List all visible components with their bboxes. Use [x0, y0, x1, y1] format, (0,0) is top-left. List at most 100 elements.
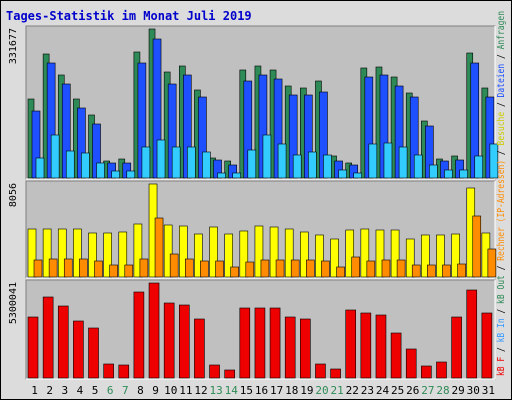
bar-rechner-ip-adressen-day-20 — [323, 154, 332, 179]
bar-rechner-ip-adressen-day-6 — [111, 170, 120, 179]
bar-rechner-day-30 — [472, 215, 482, 278]
bar-rechner-day-29 — [457, 263, 466, 278]
x-axis-tick-labels: 1 2 3 4 5 6 7 8 9 10 11 12 13 14 15 16 17 18 19 20 21 22 23 24 2… — [31, 384, 495, 397]
bar-kb-f-day-22 — [345, 309, 357, 379]
bar-rechner-ip-adressen-day-2 — [50, 134, 60, 179]
bar-rechner-ip-adressen-day-15 — [247, 149, 257, 179]
x-tick-label-day-17: 17 — [270, 384, 283, 397]
x-tick-label-day-13: 13 — [209, 384, 222, 397]
chart-panel-3: 5300041 — [8, 279, 496, 380]
bar-besuche-day-29 — [451, 233, 460, 278]
bar-rechner-ip-adressen-day-26 — [413, 154, 423, 179]
bar-rechner-ip-adressen-day-1 — [35, 157, 45, 179]
x-tick-label-day-16: 16 — [255, 384, 268, 397]
bar-rechner-ip-adressen-day-24 — [383, 142, 393, 179]
x-tick-label-day-29: 29 — [452, 384, 465, 397]
bar-rechner-day-15 — [245, 261, 255, 278]
bar-rechner-ip-adressen-day-17 — [277, 143, 287, 179]
chart-legend: kB F / kB In / kB Out / Rechner (IP-Adre… — [496, 11, 507, 376]
bar-rechner-day-3 — [63, 258, 73, 278]
x-tick-label-day-27: 27 — [421, 384, 434, 397]
bar-rechner-day-10 — [169, 253, 179, 278]
legend-entry-10: Dateien — [496, 64, 507, 98]
bar-kb-f-day-4 — [73, 320, 84, 379]
bar-rechner-ip-adressen-day-28 — [444, 169, 453, 179]
bar-besuche-day-8 — [133, 223, 143, 278]
legend-separator: / — [496, 49, 507, 63]
x-tick-label-day-4: 4 — [77, 384, 84, 397]
bar-kb-f-day-14 — [224, 369, 235, 379]
bar-kb-f-day-19 — [300, 318, 311, 379]
y-axis-max-label: 8056 — [8, 183, 19, 207]
bar-rechner-day-13 — [215, 260, 224, 278]
bar-rechner-ip-adressen-day-8 — [141, 146, 151, 179]
bar-besuche-day-2 — [42, 228, 52, 278]
bar-rechner-ip-adressen-day-22 — [353, 172, 363, 179]
x-tick-label-day-23: 23 — [361, 384, 374, 397]
bar-besuche-day-1 — [27, 228, 37, 278]
bar-besuche-day-17 — [269, 226, 279, 278]
bar-besuche-day-5 — [88, 232, 97, 278]
bar-rechner-day-9 — [154, 217, 164, 278]
x-tick-label-day-1: 1 — [31, 384, 38, 397]
legend-separator: / — [496, 304, 507, 318]
chart-title: Tages-Statistik im Monat Juli 2019 — [6, 9, 252, 23]
bar-rechner-day-8 — [139, 258, 149, 278]
bar-rechner-day-1 — [33, 259, 43, 278]
bar-besuche-day-20 — [315, 234, 324, 278]
chart-panel-1: 331677 — [8, 25, 499, 180]
bar-rechner-ip-adressen-day-9 — [156, 139, 166, 179]
bar-rechner-ip-adressen-day-10 — [171, 146, 181, 179]
bar-rechner-ip-adressen-day-18 — [292, 154, 302, 179]
bar-kb-f-day-10 — [163, 302, 175, 379]
x-tick-label-day-21: 21 — [331, 384, 344, 397]
legend-entry-0: kB F — [496, 357, 507, 376]
bar-kb-f-day-1 — [27, 316, 39, 379]
bar-kb-f-day-16 — [254, 307, 266, 379]
bar-rechner-ip-adressen-day-12 — [202, 151, 211, 179]
bar-rechner-day-12 — [200, 260, 209, 278]
y-axis-max-label: 331677 — [8, 28, 19, 64]
bar-besuche-day-3 — [57, 228, 67, 278]
bar-kb-f-day-21 — [330, 368, 341, 379]
bar-kb-f-day-13 — [209, 364, 220, 379]
chart-panels: 331677 8056 5300041 — [8, 25, 499, 380]
x-tick-label-day-31: 31 — [482, 384, 495, 397]
bar-kb-f-day-6 — [103, 363, 114, 379]
bar-rechner-day-14 — [230, 266, 239, 278]
bar-rechner-ip-adressen-day-21 — [338, 169, 347, 179]
bar-besuche-day-25 — [390, 229, 400, 278]
bar-rechner-day-31 — [487, 248, 497, 278]
legend-separator: / — [496, 97, 507, 111]
bar-besuche-day-18 — [284, 228, 294, 278]
bar-rechner-ip-adressen-day-7 — [126, 170, 136, 179]
bar-besuche-day-10 — [163, 224, 173, 278]
bar-besuche-day-16 — [254, 225, 264, 278]
legend-separator: / — [496, 145, 507, 159]
bar-kb-f-day-27 — [421, 365, 432, 379]
bar-rechner-ip-adressen-day-16 — [262, 134, 272, 179]
bar-besuche-day-15 — [239, 230, 249, 278]
chart-panel-2: 8056 — [8, 180, 497, 279]
x-tick-label-day-22: 22 — [346, 384, 359, 397]
bar-kb-f-day-7 — [118, 364, 130, 379]
bar-kb-f-day-8 — [133, 291, 145, 379]
x-tick-label-day-26: 26 — [406, 384, 419, 397]
bar-rechner-day-22 — [351, 256, 361, 278]
bar-besuche-day-7 — [118, 231, 128, 278]
x-tick-label-day-8: 8 — [137, 384, 144, 397]
legend-entry-2: kB In — [496, 318, 507, 342]
bar-rechner-ip-adressen-day-4 — [81, 152, 90, 179]
bar-kb-f-day-26 — [405, 348, 417, 379]
bar-rechner-ip-adressen-day-31 — [489, 143, 499, 179]
bar-kb-f-day-2 — [42, 296, 54, 379]
bar-besuche-day-19 — [300, 231, 309, 278]
x-tick-label-day-15: 15 — [240, 384, 253, 397]
bar-rechner-day-27 — [427, 264, 436, 278]
bar-besuche-day-4 — [73, 228, 82, 278]
bar-kb-f-day-18 — [284, 316, 296, 379]
bar-rechner-ip-adressen-day-11 — [186, 146, 196, 179]
x-tick-label-day-20: 20 — [315, 384, 328, 397]
